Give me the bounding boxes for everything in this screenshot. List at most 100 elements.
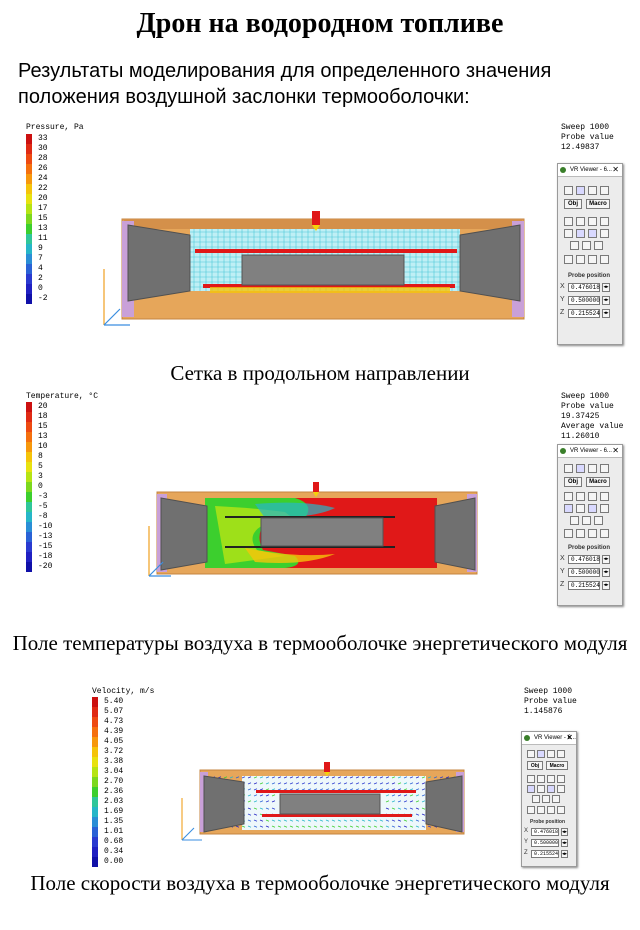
view-button[interactable] [576, 186, 585, 195]
probe-y-field[interactable]: 0.500000 [568, 296, 600, 305]
view-button[interactable] [564, 186, 573, 195]
tool-button[interactable] [527, 785, 535, 793]
tool-button[interactable] [588, 504, 597, 513]
tool-button[interactable] [537, 806, 545, 814]
probe-x-field[interactable]: 0.476018 [568, 555, 600, 564]
tool-button[interactable] [588, 229, 597, 238]
axis-z-button[interactable] [552, 795, 560, 803]
probe-x-stepper[interactable]: ◂▸ [561, 828, 568, 836]
tool-button[interactable] [557, 785, 565, 793]
close-icon[interactable]: ✕ [566, 733, 573, 742]
tool-button[interactable] [527, 806, 535, 814]
probe-z-stepper[interactable]: ◂▸ [561, 850, 568, 858]
velocity-vector [361, 776, 366, 779]
tool-button[interactable] [527, 775, 535, 783]
velocity-vector [397, 788, 402, 791]
velocity-vector [319, 788, 324, 791]
vr-viewer-window[interactable]: VR Viewer - 6... ✕ Obj Macro Probe positi… [521, 731, 577, 867]
view-button[interactable] [600, 186, 609, 195]
probe-z-stepper[interactable]: ◂▸ [602, 581, 610, 590]
macro-button[interactable]: Macro [586, 477, 610, 487]
tool-button[interactable] [600, 492, 609, 501]
probe-y-stepper[interactable]: ◂▸ [602, 296, 610, 305]
tool-button[interactable] [557, 806, 565, 814]
axis-z-button[interactable] [594, 516, 603, 525]
tool-button[interactable] [576, 229, 585, 238]
scale-tick: -8 [26, 512, 52, 522]
tool-button[interactable] [600, 229, 609, 238]
vr-viewer-window[interactable]: VR Viewer - 6... ✕ Obj Macro Probe positi… [557, 163, 623, 345]
probe-y-stepper[interactable]: ◂▸ [561, 839, 568, 847]
scale-tick-label: 0.68 [104, 837, 124, 846]
caption-velocity: Поле скорости воздуха в термооболочке эн… [30, 871, 610, 895]
velocity-vector [367, 825, 372, 828]
probe-z-field[interactable]: 0.215524 [568, 309, 600, 318]
obj-button[interactable]: Obj [564, 477, 582, 487]
probe-y-field[interactable]: 0.500000 [531, 839, 559, 847]
axis-y-button[interactable] [542, 795, 550, 803]
axis-y-button[interactable] [582, 516, 591, 525]
probe-x-stepper[interactable]: ◂▸ [602, 283, 610, 292]
scale-swatch [92, 717, 98, 727]
tool-button[interactable] [588, 217, 597, 226]
tool-button[interactable] [564, 529, 573, 538]
tool-button[interactable] [537, 775, 545, 783]
tool-button[interactable] [537, 785, 545, 793]
tool-button[interactable] [576, 492, 585, 501]
probe-x-stepper[interactable]: ◂▸ [602, 555, 610, 564]
close-icon[interactable]: ✕ [612, 165, 619, 174]
tool-button[interactable] [576, 504, 585, 513]
axis-y-button[interactable] [582, 241, 591, 250]
velocity-vector [307, 825, 312, 828]
tool-button[interactable] [588, 529, 597, 538]
tool-button[interactable] [600, 529, 609, 538]
tool-button[interactable] [557, 775, 565, 783]
tool-button[interactable] [564, 492, 573, 501]
view-button[interactable] [527, 750, 535, 758]
view-button[interactable] [600, 464, 609, 473]
tool-button[interactable] [576, 217, 585, 226]
view-button[interactable] [547, 750, 555, 758]
tool-button[interactable] [564, 229, 573, 238]
view-button[interactable] [537, 750, 545, 758]
tool-button[interactable] [600, 217, 609, 226]
probe-x-field[interactable]: 0.476018 [568, 283, 600, 292]
tool-button[interactable] [588, 255, 597, 264]
tool-button[interactable] [576, 255, 585, 264]
view-button[interactable] [557, 750, 565, 758]
tool-button[interactable] [588, 492, 597, 501]
tool-button[interactable] [547, 785, 555, 793]
view-button[interactable] [576, 464, 585, 473]
scale-swatch [92, 827, 98, 837]
view-button[interactable] [588, 464, 597, 473]
obj-button[interactable]: Obj [527, 761, 543, 770]
probe-z-field[interactable]: 0.215524 [568, 581, 600, 590]
obj-button[interactable]: Obj [564, 199, 582, 209]
tool-button[interactable] [547, 806, 555, 814]
tool-button[interactable] [576, 529, 585, 538]
probe-y-field[interactable]: 0.500000 [568, 568, 600, 577]
vr-viewer-window[interactable]: VR Viewer - 6... ✕ Obj Macro Probe positi… [557, 444, 623, 606]
axis-x-button[interactable] [532, 795, 540, 803]
probe-z-field[interactable]: 0.215524 [531, 850, 559, 858]
tool-button[interactable] [600, 255, 609, 264]
velocity-vector [373, 819, 378, 822]
probe-x-field[interactable]: 0.476018 [531, 828, 559, 836]
tool-button[interactable] [600, 504, 609, 513]
tool-button[interactable] [564, 504, 573, 513]
axis-x-button[interactable] [570, 516, 579, 525]
tool-button[interactable] [547, 775, 555, 783]
close-icon[interactable]: ✕ [612, 446, 619, 455]
axis-x-button[interactable] [570, 241, 579, 250]
probe-y-stepper[interactable]: ◂▸ [602, 568, 610, 577]
velocity-vector [373, 825, 378, 828]
view-button[interactable] [588, 186, 597, 195]
axis-z-button[interactable] [594, 241, 603, 250]
macro-button[interactable]: Macro [586, 199, 610, 209]
velocity-vector [421, 819, 426, 822]
probe-z-stepper[interactable]: ◂▸ [602, 309, 610, 318]
macro-button[interactable]: Macro [546, 761, 568, 770]
tool-button[interactable] [564, 217, 573, 226]
view-button[interactable] [564, 464, 573, 473]
tool-button[interactable] [564, 255, 573, 264]
